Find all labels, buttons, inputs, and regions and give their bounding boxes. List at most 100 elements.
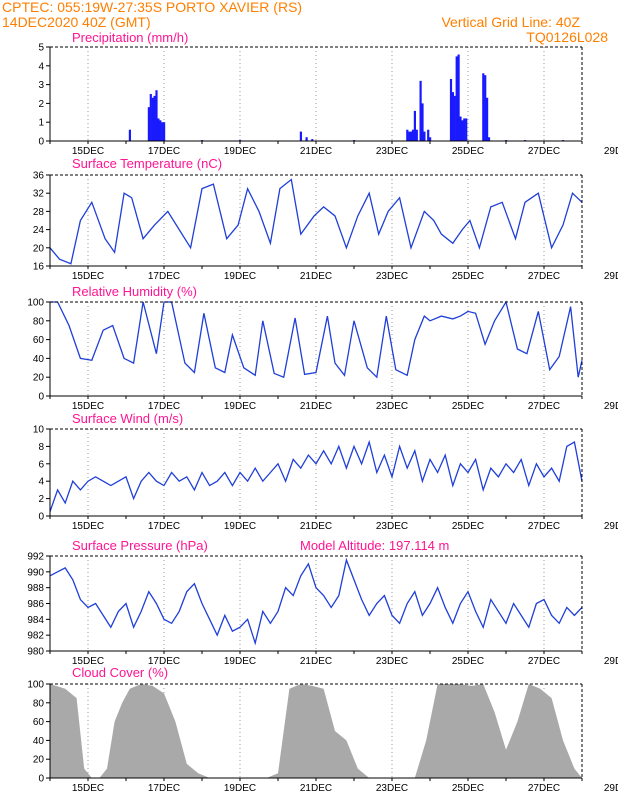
precipitation-bar bbox=[155, 90, 158, 141]
temperature-xtick-label: 29DEC bbox=[604, 271, 618, 282]
precipitation-bar bbox=[406, 129, 409, 141]
panel-cloud-cover: Cloud Cover (%) 0 20 40 60 80 100 15DEC 17DEC 19… bbox=[27, 665, 618, 794]
temperature-ytick-label: 20 bbox=[33, 243, 45, 254]
cloud-cover-xtick-label: 19DEC bbox=[224, 783, 256, 794]
pressure-xtick-label: 25DEC bbox=[452, 656, 484, 667]
pressure-ytick-label: 982 bbox=[27, 631, 44, 642]
cloud-cover-area bbox=[50, 684, 582, 778]
wind-axes: 0 2 4 6 8 10 15DEC 17DEC 19DEC 21DEC 23DEC 25DEC 27D… bbox=[33, 425, 618, 533]
precipitation-xtick-label: 25DEC bbox=[452, 146, 484, 157]
precipitation-bar bbox=[423, 131, 426, 141]
panel-precipitation: Precipitation (mm/h) 0 1 2 3 4 5 15DEC 17DEC 19D… bbox=[38, 30, 618, 157]
temperature-xtick-label: 25DEC bbox=[452, 271, 484, 282]
precipitation-bar bbox=[482, 73, 485, 141]
humidity-line bbox=[50, 300, 583, 379]
cloud-cover-xtick-label: 21DEC bbox=[300, 783, 332, 794]
precipitation-bar bbox=[159, 120, 162, 141]
precipitation-xtick-label: 19DEC bbox=[224, 146, 256, 157]
pressure-ytick-label: 984 bbox=[27, 615, 44, 626]
temperature-line bbox=[49, 178, 583, 265]
wind-xtick-label: 23DEC bbox=[376, 521, 408, 532]
humidity-xtick-label: 19DEC bbox=[224, 401, 256, 412]
cloud-cover-ytick-label: 80 bbox=[33, 698, 45, 709]
temperature-xtick-label: 23DEC bbox=[376, 271, 408, 282]
temperature-xtick-label: 15DEC bbox=[72, 271, 104, 282]
wind-title: Surface Wind (m/s) bbox=[72, 411, 183, 426]
pressure-xtick-label: 17DEC bbox=[148, 656, 180, 667]
precipitation-bar bbox=[487, 137, 491, 141]
cloud-cover-xtick-label: 29DEC bbox=[604, 783, 618, 794]
precipitation-bar bbox=[419, 80, 422, 141]
precipitation-ytick-label: 3 bbox=[38, 80, 44, 91]
precipitation-xtick-label: 29DEC bbox=[604, 146, 618, 157]
precipitation-ytick-label: 1 bbox=[38, 118, 44, 129]
humidity-xtick-label: 17DEC bbox=[148, 401, 180, 412]
temperature-ytick-label: 28 bbox=[33, 207, 45, 218]
precipitation-bar bbox=[147, 107, 150, 141]
humidity-ytick-label: 20 bbox=[33, 373, 45, 384]
precipitation-xtick-label: 15DEC bbox=[72, 146, 104, 157]
temperature-axes: 16 20 24 28 32 36 15DEC 17DEC 19DEC 21DEC 23DEC 25D… bbox=[33, 171, 618, 283]
humidity-xtick-label: 21DEC bbox=[300, 401, 332, 412]
pressure-ytick-label: 986 bbox=[27, 599, 44, 610]
precipitation-bar bbox=[157, 118, 160, 141]
cloud-cover-xtick-label: 27DEC bbox=[528, 783, 560, 794]
pressure-xtick-label: 27DEC bbox=[528, 656, 560, 667]
humidity-xtick-label: 23DEC bbox=[376, 401, 408, 412]
wind-ytick-label: 10 bbox=[33, 425, 45, 436]
wind-xtick-label: 15DEC bbox=[72, 521, 104, 532]
precipitation-bar bbox=[449, 78, 453, 141]
precipitation-bar bbox=[413, 110, 416, 141]
precipitation-bar bbox=[451, 92, 454, 141]
precipitation-bar bbox=[305, 137, 308, 141]
precipitation-xtick-label: 17DEC bbox=[148, 146, 180, 157]
panel-pressure: Surface Pressure (hPa) Model Altitude: 1… bbox=[27, 538, 618, 667]
pressure-xtick-label: 23DEC bbox=[376, 656, 408, 667]
cloud-cover-xtick-label: 23DEC bbox=[376, 783, 408, 794]
precipitation-bar bbox=[484, 75, 487, 141]
pressure-xtick-label: 15DEC bbox=[72, 656, 104, 667]
temperature-ytick-label: 24 bbox=[33, 225, 45, 236]
header-station: CPTEC: 055:19W-27:35S PORTO XAVIER (RS) bbox=[2, 0, 302, 15]
humidity-ytick-label: 40 bbox=[33, 354, 45, 365]
cloud-cover-ytick-label: 60 bbox=[33, 717, 45, 728]
wind-ytick-label: 0 bbox=[38, 512, 44, 523]
precipitation-bar bbox=[299, 131, 302, 141]
wind-xtick-label: 19DEC bbox=[224, 521, 256, 532]
pressure-ytick-label: 990 bbox=[27, 567, 44, 578]
precipitation-bar bbox=[455, 56, 458, 141]
precipitation-bar bbox=[149, 94, 152, 141]
precipitation-ytick-label: 5 bbox=[38, 43, 44, 54]
precipitation-bar bbox=[421, 103, 424, 141]
temperature-title: Surface Temperature (nC) bbox=[72, 156, 222, 171]
model-altitude-label: Model Altitude: 197.114 m bbox=[300, 538, 449, 553]
precipitation-ytick-label: 2 bbox=[38, 99, 44, 110]
wind-xtick-label: 21DEC bbox=[300, 521, 332, 532]
precipitation-bar bbox=[465, 118, 468, 141]
wind-xtick-label: 27DEC bbox=[528, 521, 560, 532]
humidity-xtick-label: 25DEC bbox=[452, 401, 484, 412]
precipitation-bar bbox=[486, 97, 489, 141]
precipitation-bar bbox=[453, 95, 456, 141]
pressure-axes: 980 982 984 986 988 990 992 15DEC 17DEC 19DEC 21DE… bbox=[27, 552, 618, 668]
wind-xtick-label: 29DEC bbox=[604, 521, 618, 532]
pressure-ytick-label: 988 bbox=[27, 583, 44, 594]
cloud-cover-xtick-label: 17DEC bbox=[148, 783, 180, 794]
precipitation-xtick-label: 23DEC bbox=[376, 146, 408, 157]
temperature-xtick-label: 19DEC bbox=[224, 271, 256, 282]
precipitation-bar bbox=[410, 131, 413, 141]
precipitation-bar bbox=[429, 137, 432, 141]
humidity-axes: 0 20 40 60 80 100 15DEC 17DEC 19DEC 21DEC 23DEC 25D… bbox=[27, 298, 618, 413]
header-model-code: TQ0126L028 bbox=[526, 29, 608, 45]
precipitation-bar bbox=[153, 95, 156, 141]
pressure-xtick-label: 19DEC bbox=[224, 656, 256, 667]
humidity-ytick-label: 0 bbox=[38, 392, 44, 403]
cloud-cover-title: Cloud Cover (%) bbox=[72, 665, 168, 680]
header-date: 14DEC2020 40Z (GMT) bbox=[2, 14, 151, 30]
temperature-ytick-label: 16 bbox=[33, 262, 45, 273]
precipitation-bar bbox=[151, 97, 154, 141]
precipitation-bar bbox=[311, 139, 314, 141]
cloud-cover-xtick-label: 15DEC bbox=[72, 783, 104, 794]
precipitation-xtick-label: 27DEC bbox=[528, 146, 560, 157]
humidity-xtick-label: 27DEC bbox=[528, 401, 560, 412]
